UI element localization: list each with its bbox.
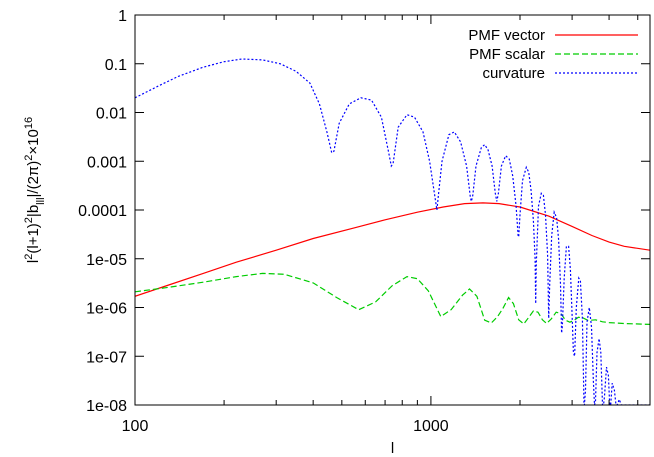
y-tick-label: 0.001 — [87, 154, 127, 171]
legend: PMF vector PMF scalar curvature — [468, 27, 638, 82]
y-label-part-d: |/(2π) — [25, 161, 42, 198]
y-tick-label: 0.0001 — [78, 203, 127, 220]
y-tick-label: 1e-06 — [86, 301, 127, 318]
y-tick-label: 0.1 — [105, 57, 127, 74]
series-line-pmf-vector — [135, 203, 650, 296]
y-tick-label: 1e-07 — [86, 349, 127, 366]
x-axis-label: l — [391, 440, 394, 457]
y-label-part-c: |b — [25, 205, 42, 217]
legend-label-curvature: curvature — [482, 65, 545, 82]
y-tick-label: 1 — [118, 8, 127, 25]
y-label-part-b: (l+1) — [25, 223, 42, 253]
y-tick-label: 0.01 — [96, 106, 127, 123]
series-line-curvature — [135, 59, 650, 405]
y-label-part-e: ×10 — [25, 129, 42, 154]
legend-label-pmf-vector: PMF vector — [468, 27, 545, 44]
plot-curves — [135, 59, 650, 405]
y-label-sup-e: 16 — [23, 117, 35, 129]
y-axis-label: l2(l+1)2|blll|/(2π)2×1016 — [23, 117, 47, 263]
x-tick-label: 100 — [122, 418, 149, 435]
y-label-sub-c: lll — [35, 197, 47, 204]
legend-label-pmf-scalar: PMF scalar — [469, 46, 545, 63]
x-axis: 100 1000 — [122, 15, 638, 435]
y-axis: 1 0.1 0.01 0.001 0.0001 1e-05 1e-06 1e-07 1e-08 — [78, 8, 650, 415]
x-tick-label: 1000 — [413, 418, 449, 435]
series-line-pmf-scalar — [135, 273, 650, 324]
y-tick-label: 1e-05 — [86, 252, 127, 269]
y-tick-label: 1e-08 — [86, 398, 127, 415]
